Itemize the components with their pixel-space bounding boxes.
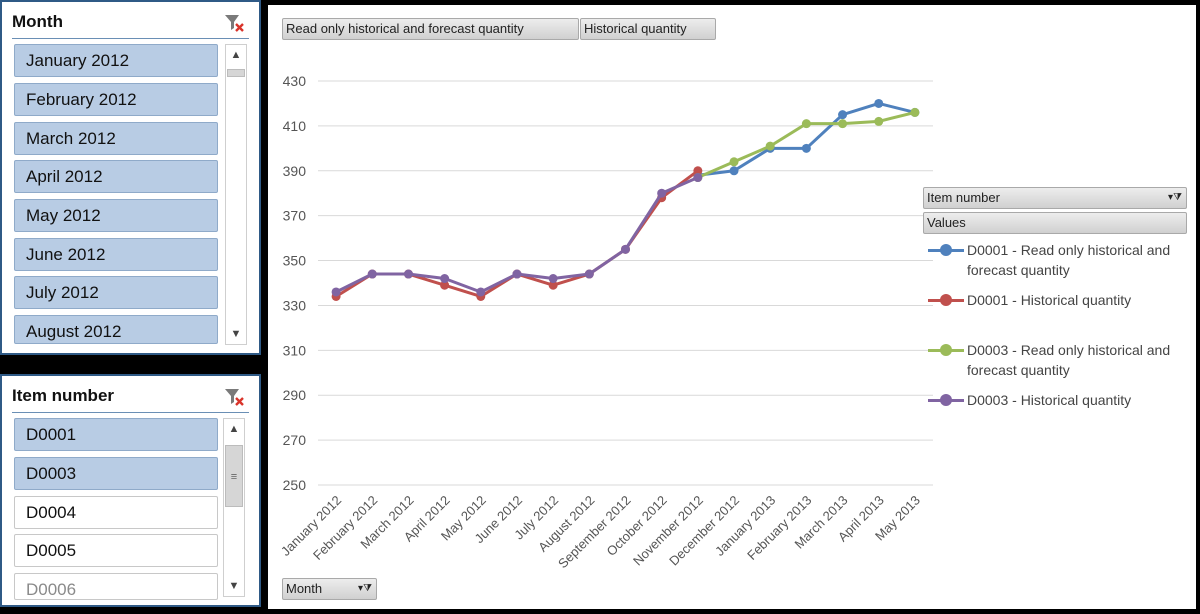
data-point[interactable] <box>729 166 739 176</box>
item-slicer-scrollbar[interactable]: ▲ ≡ ▼ <box>223 418 245 597</box>
y-tick-label: 270 <box>283 432 307 448</box>
legend-label: D0001 - Read only historical and forecas… <box>967 242 1171 278</box>
clear-filter-icon[interactable] <box>223 387 245 407</box>
data-point[interactable] <box>440 280 450 290</box>
y-tick-label: 290 <box>283 387 307 403</box>
y-tick-label: 430 <box>283 73 307 89</box>
data-point[interactable] <box>693 173 703 183</box>
data-point[interactable] <box>440 274 450 284</box>
data-point[interactable] <box>403 269 413 279</box>
axis-field-button-month[interactable]: Month ▾⧩ <box>282 578 377 600</box>
y-tick-label: 370 <box>283 208 307 224</box>
data-point[interactable] <box>838 110 848 120</box>
value-field-label: Read only historical and forecast quanti… <box>286 21 524 36</box>
clear-filter-icon[interactable] <box>223 13 245 33</box>
legend-field-button-item-number[interactable]: Item number ▾⧩ <box>923 187 1187 209</box>
data-point[interactable] <box>729 157 739 167</box>
data-point[interactable] <box>910 107 920 117</box>
month-item-july-2012[interactable]: July 2012 <box>14 276 218 309</box>
y-tick-label: 330 <box>283 297 307 313</box>
data-point[interactable] <box>367 269 377 279</box>
month-item-january-2012[interactable]: January 2012 <box>14 44 218 77</box>
item-slicer-title: Item number <box>12 386 115 405</box>
y-tick-label: 350 <box>283 253 307 269</box>
data-point[interactable] <box>584 269 594 279</box>
scroll-thumb[interactable] <box>227 69 245 77</box>
item-d0004[interactable]: D0004 <box>14 496 218 529</box>
y-tick-label: 310 <box>283 342 307 358</box>
month-item-march-2012[interactable]: March 2012 <box>14 122 218 155</box>
legend-label: D0003 - Read only historical and forecas… <box>967 342 1171 378</box>
legend-marker <box>940 294 952 306</box>
legend-marker <box>940 394 952 406</box>
item-d0005[interactable]: D0005 <box>14 534 218 567</box>
item-number-slicer: Item number D0001 D0003 D0004 D0005 D000… <box>0 374 261 607</box>
scroll-down-icon[interactable]: ▼ <box>226 324 246 344</box>
month-item-april-2012[interactable]: April 2012 <box>14 160 218 193</box>
data-point[interactable] <box>548 274 558 284</box>
scroll-up-icon[interactable]: ▲ <box>224 419 244 439</box>
month-slicer-title: Month <box>12 12 63 31</box>
scroll-up-icon[interactable]: ▲ <box>226 45 246 65</box>
scroll-down-icon[interactable]: ▼ <box>224 576 244 596</box>
y-tick-label: 390 <box>283 163 307 179</box>
data-point[interactable] <box>621 244 630 254</box>
item-d0001[interactable]: D0001 <box>14 418 218 451</box>
legend-label: D0003 - Historical quantity <box>967 392 1132 408</box>
filter-dropdown-icon: ▾⧩ <box>1168 192 1182 203</box>
scroll-thumb[interactable]: ≡ <box>225 445 243 507</box>
legend-label: D0001 - Historical quantity <box>967 292 1132 308</box>
month-item-february-2012[interactable]: February 2012 <box>14 83 218 116</box>
value-field-label: Historical quantity <box>584 21 687 36</box>
data-point[interactable] <box>801 143 811 153</box>
month-item-august-2012[interactable]: August 2012 <box>14 315 218 344</box>
data-point[interactable] <box>512 269 522 279</box>
data-point[interactable] <box>476 287 486 297</box>
legend-field-label: Item number <box>927 190 1000 205</box>
month-item-may-2012[interactable]: May 2012 <box>14 199 218 232</box>
data-point[interactable] <box>838 119 848 129</box>
data-point[interactable] <box>874 116 884 126</box>
axis-field-label: Month <box>286 581 323 596</box>
month-item-june-2012[interactable]: June 2012 <box>14 238 218 271</box>
data-point[interactable] <box>874 98 884 108</box>
item-d0006[interactable]: D0006 <box>14 573 218 600</box>
data-point[interactable] <box>765 141 775 151</box>
filter-dropdown-icon: ▾⧩ <box>358 583 372 594</box>
data-point[interactable] <box>548 280 558 290</box>
pivot-chart: Read only historical and forecast quanti… <box>268 5 1196 609</box>
value-field-button-read-only[interactable]: Read only historical and forecast quanti… <box>282 18 579 40</box>
data-point[interactable] <box>657 188 667 198</box>
data-point[interactable] <box>331 287 341 297</box>
y-tick-label: 250 <box>283 477 307 493</box>
values-label: Values <box>927 215 966 230</box>
month-slicer-scrollbar[interactable]: ▲ ▼ <box>225 44 247 345</box>
legend-marker <box>940 344 952 356</box>
values-field-button[interactable]: Values <box>923 212 1187 234</box>
y-tick-label: 410 <box>283 118 307 134</box>
item-d0003[interactable]: D0003 <box>14 457 218 490</box>
legend-marker <box>940 244 952 256</box>
month-slicer: Month January 2012 February 2012 March 2… <box>0 0 261 355</box>
data-point[interactable] <box>693 166 703 176</box>
value-field-button-historical[interactable]: Historical quantity <box>580 18 716 40</box>
month-slicer-header: Month <box>12 8 249 39</box>
item-slicer-header: Item number <box>12 382 249 413</box>
data-point[interactable] <box>801 119 811 129</box>
